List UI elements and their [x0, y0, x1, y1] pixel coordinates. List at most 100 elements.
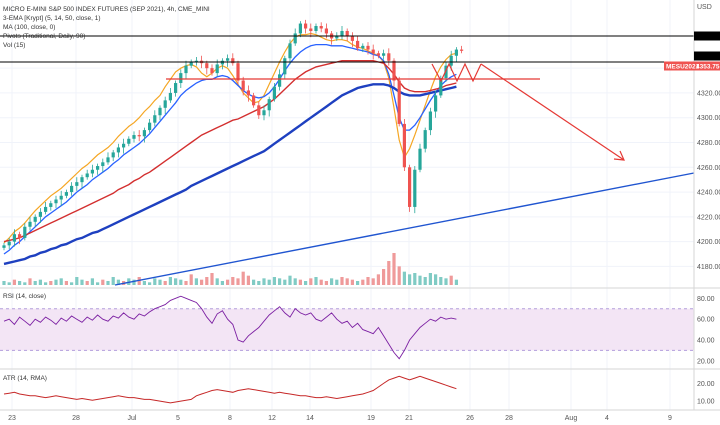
projection-arrow [480, 63, 625, 161]
atr-tick-label: 20.00 [697, 381, 715, 388]
candle-body [236, 63, 240, 81]
legend: MICRO E-MINI S&P 500 INDEX FUTURES (SEP … [3, 5, 210, 50]
volume-bar [85, 281, 89, 285]
candle-body [96, 166, 100, 170]
candle-body [231, 58, 235, 64]
candle-body [7, 241, 11, 246]
candle-body [122, 143, 126, 148]
volume-bar [132, 279, 136, 285]
ema-legend: 3-EMA [Krypt] (5, 14, 50, close, 1) [3, 15, 101, 22]
volume-bar [215, 278, 219, 285]
volume-bar [262, 278, 266, 285]
rsi-tick-label: 60.00 [697, 317, 715, 324]
price-box-label: 4355.75 [696, 53, 720, 60]
time-tick-label: 4 [605, 415, 609, 422]
volume-bar [200, 279, 204, 285]
time-tick-label: 23 [8, 415, 16, 422]
volume-bar [335, 279, 339, 285]
candle-body [205, 63, 209, 69]
volume-bar [44, 282, 48, 285]
volume-bar [267, 279, 271, 285]
candle-body [340, 30, 344, 36]
price-box-label: 4353.75 [696, 63, 720, 70]
volume-bar [428, 273, 432, 285]
candle-body [106, 157, 110, 163]
candle-body [361, 45, 365, 49]
candle-body [382, 53, 386, 56]
volume-bar [179, 279, 183, 285]
volume-histogram [2, 253, 458, 285]
volume-bar [434, 274, 438, 285]
candle-body [309, 28, 313, 31]
rsi-tick-label: 20.00 [697, 358, 715, 365]
candle-body [142, 130, 146, 137]
volume-bar [402, 271, 406, 285]
candle-body [272, 86, 276, 100]
rsi-pane [0, 295, 694, 360]
volume-bar [33, 281, 37, 285]
volume-bar [231, 277, 235, 285]
time-tick-label: 28 [72, 415, 80, 422]
projection-arrowhead [613, 150, 625, 161]
candle-body [44, 206, 48, 212]
vol-legend: Vol (15) [3, 42, 26, 49]
volume-bar [64, 281, 68, 285]
candle-body [64, 192, 68, 196]
time-tick-label: 21 [405, 415, 413, 422]
price-tick-label: 4180.00 [697, 264, 720, 271]
candle-body [59, 195, 63, 200]
candle-body [241, 80, 245, 91]
pivots-legend: Pivots (Traditional, Daily, 90) [3, 33, 86, 40]
volume-bar [246, 275, 250, 285]
atr-line [3, 375, 457, 404]
price-tick-label: 4200.00 [697, 239, 720, 246]
volume-bar [111, 277, 115, 285]
volume-bar [413, 273, 417, 285]
volume-bar [330, 278, 334, 285]
candle-body [132, 135, 136, 139]
candle-body [402, 123, 406, 168]
indicator-line [3, 60, 457, 243]
volume-bar [423, 277, 427, 285]
volume-bar [158, 279, 162, 285]
volume-bar [361, 279, 365, 285]
candle-body [184, 65, 188, 74]
volume-bar [278, 278, 282, 285]
price-tick-label: 4320.00 [697, 90, 720, 97]
support-trendline [114, 172, 695, 286]
volume-bar [38, 279, 42, 285]
candle-body [428, 111, 432, 131]
volume-bar [366, 277, 370, 285]
candle-body [153, 115, 157, 123]
volume-bar [397, 266, 401, 285]
candle-body [288, 43, 292, 59]
candle-body [226, 58, 230, 61]
volume-bar [189, 274, 193, 285]
volume-bar [7, 282, 11, 285]
price-box [694, 31, 720, 41]
candle-body [319, 26, 323, 29]
volume-bar [418, 275, 422, 285]
volume-bar [70, 282, 74, 285]
volume-bar [387, 261, 391, 285]
candle-body [356, 40, 360, 49]
candle-body [366, 45, 370, 50]
candle-body [49, 203, 53, 207]
candle-body [413, 169, 417, 207]
volume-bar [148, 282, 152, 285]
symbol-label: MESU2021 [666, 63, 700, 70]
time-tick-label: Jul [128, 415, 137, 422]
volume-bar [2, 281, 6, 285]
volume-bar [257, 281, 261, 285]
volume-bar [96, 282, 100, 285]
indicator-line [3, 83, 457, 266]
candle-body [246, 90, 250, 96]
volume-bar [439, 277, 443, 285]
candle-body [174, 83, 178, 93]
candle-body [257, 105, 261, 116]
atr-title: ATR (14, RMA) [3, 375, 47, 382]
candle-body [116, 147, 120, 153]
